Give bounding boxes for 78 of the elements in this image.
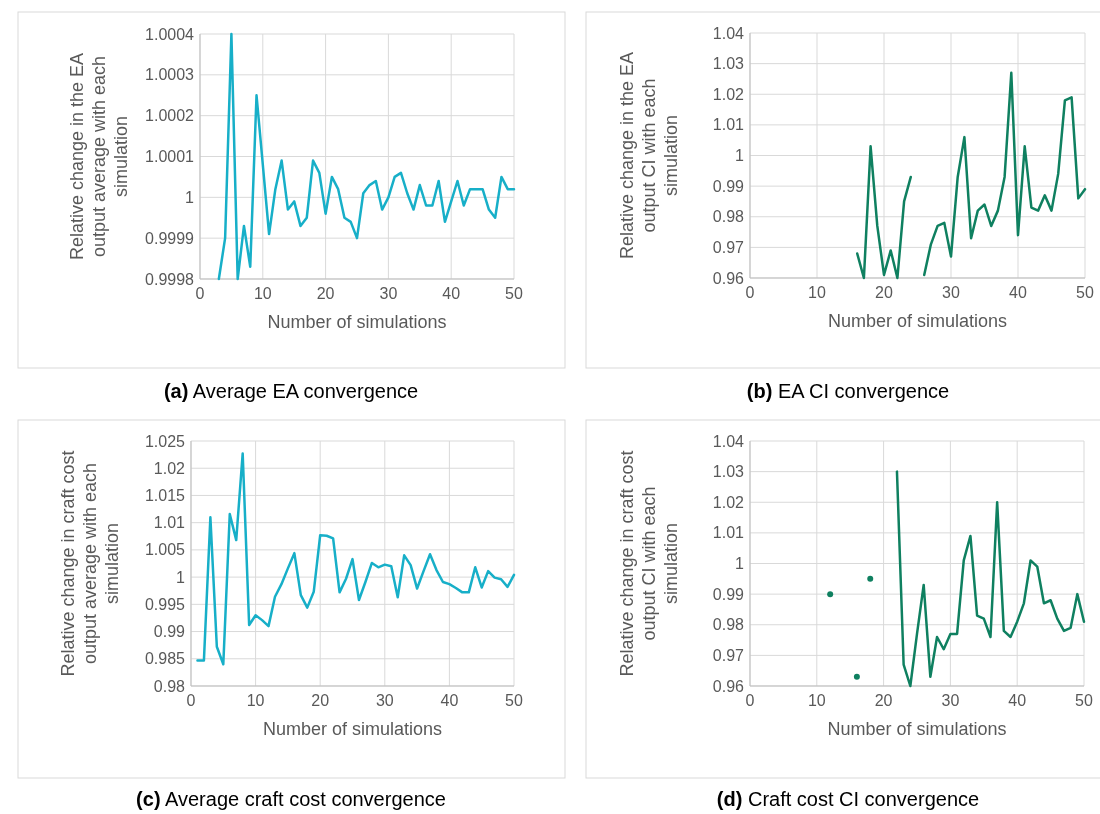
- x-tick-label: 50: [1075, 692, 1093, 709]
- x-tick-label: 20: [316, 285, 335, 302]
- point: [867, 575, 874, 582]
- y-tick-label: 0.985: [144, 650, 186, 668]
- y-tick-label: 0.98: [712, 208, 745, 226]
- line-series: [895, 470, 1086, 688]
- x-tick-label: 30: [941, 692, 960, 709]
- x-tick-label: 10: [808, 284, 826, 301]
- text: (d) Craft cost CI convergence: [716, 788, 980, 810]
- y-tick-label: 0.97: [712, 238, 745, 256]
- y-tick-label: 0.99: [153, 623, 186, 641]
- y-tick-label: 1.005: [144, 541, 186, 559]
- text: (b) EA CI convergence: [746, 380, 950, 402]
- x-tick-label: 10: [253, 285, 272, 302]
- y-tick-label: 1.025: [144, 432, 186, 450]
- y-tick-label: 1.04: [712, 24, 745, 42]
- x-tick-label: 20: [311, 692, 330, 709]
- point: [853, 673, 860, 680]
- x-tick-label: 0: [745, 284, 755, 301]
- x-tick-label: 40: [1008, 692, 1027, 709]
- y-tick-label: 1.03: [712, 463, 745, 481]
- y-axis-title: Relative change in craft cost output CI with each simulation: [617, 450, 681, 677]
- y-tick-label: 1.02: [153, 459, 186, 477]
- y-tick-label: 1.0004: [145, 25, 195, 43]
- y-tick-label: 1.0003: [145, 66, 195, 84]
- y-tick-label: 0.995: [144, 595, 186, 613]
- y-tick-label: 0.96: [712, 677, 745, 695]
- x-axis-title: Number of simulations: [262, 719, 443, 739]
- x-axis-title: Number of simulations: [827, 719, 1007, 739]
- x-tick-label: 50: [505, 692, 523, 709]
- y-tick-label: 1.02: [712, 85, 745, 103]
- y-axis-title: Relative change in craft cost output average with each simulation: [58, 450, 122, 677]
- y-tick-label: 1: [735, 555, 745, 573]
- y-tick-label: 0.97: [712, 646, 745, 664]
- x-tick-label: 20: [874, 692, 893, 709]
- y-tick-label: 1.04: [712, 432, 745, 450]
- y-axis-title: Relative change in the EA output average with each simulation: [67, 52, 131, 261]
- y-tick-label: 1.0002: [145, 107, 195, 125]
- x-tick-label: 50: [1076, 284, 1094, 301]
- point: [827, 591, 834, 598]
- line-series: [196, 452, 516, 666]
- x-tick-label: 30: [942, 284, 960, 301]
- y-tick-label: 1.03: [712, 55, 745, 73]
- x-tick-label: 10: [807, 692, 826, 709]
- y-tick-label: 1: [176, 568, 186, 586]
- text: (a) Average EA convergence: [163, 380, 419, 402]
- y-tick-label: 1.01: [153, 514, 186, 532]
- y-tick-label: 0.9998: [145, 270, 195, 288]
- x-tick-label: 50: [505, 285, 523, 302]
- line-series: [922, 71, 1087, 277]
- x-tick-label: 0: [186, 692, 196, 709]
- y-tick-label: 1: [185, 188, 195, 206]
- y-tick-label: 0.98: [153, 677, 186, 695]
- y-tick-label: 1: [735, 147, 745, 165]
- x-tick-label: 40: [442, 285, 461, 302]
- y-tick-label: 1.01: [712, 116, 745, 134]
- y-tick-label: 1.015: [144, 487, 186, 505]
- y-tick-label: 0.96: [712, 269, 745, 287]
- y-tick-label: 0.9999: [145, 229, 195, 247]
- y-tick-label: 1.01: [712, 524, 745, 542]
- y-tick-label: 0.99: [712, 585, 745, 603]
- y-tick-label: 0.98: [712, 616, 745, 634]
- x-tick-label: 30: [379, 285, 398, 302]
- y-axis-title: Relative change in the EA output CI with each simulation: [617, 51, 681, 260]
- x-tick-label: 40: [440, 692, 459, 709]
- text: (c) Average craft cost convergence: [136, 788, 446, 810]
- x-tick-label: 40: [1009, 284, 1027, 301]
- y-tick-label: 0.99: [712, 177, 745, 195]
- x-tick-label: 0: [745, 692, 755, 709]
- y-tick-label: 1.02: [712, 493, 745, 511]
- x-tick-label: 10: [246, 692, 265, 709]
- x-tick-label: 0: [195, 285, 205, 302]
- x-axis-title: Number of simulations: [267, 312, 447, 332]
- x-tick-label: 20: [875, 284, 893, 301]
- y-tick-label: 1.0001: [145, 148, 195, 166]
- x-axis-title: Number of simulations: [827, 311, 1008, 331]
- line-series: [855, 145, 913, 280]
- x-tick-label: 30: [375, 692, 394, 709]
